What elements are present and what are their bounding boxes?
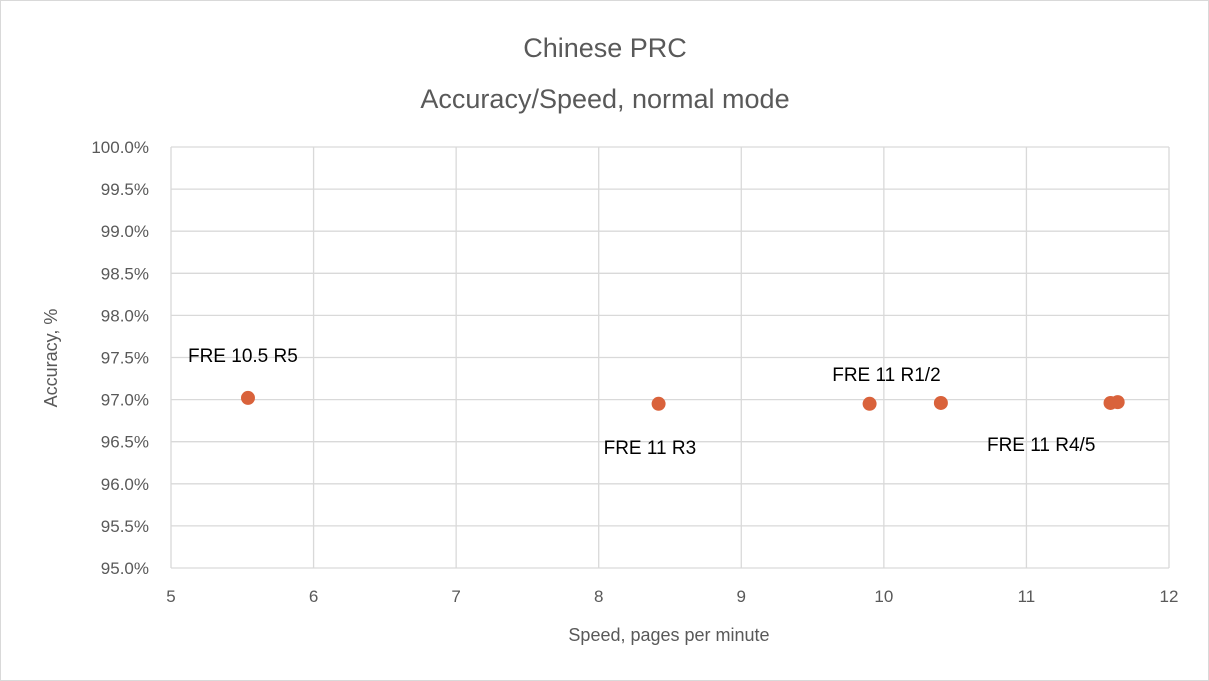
grid-lines [170, 146, 1170, 569]
x-tick-label: 12 [1160, 587, 1179, 606]
point-annotation: FRE 10.5 R5 [188, 346, 298, 367]
data-point [862, 396, 877, 411]
point-annotation: FRE 11 R4/5 [987, 435, 1095, 456]
x-tick-label: 7 [451, 587, 460, 606]
y-tick-label: 99.5% [101, 180, 149, 199]
chart-title: Chinese PRC [523, 33, 687, 63]
point-annotation: FRE 11 R3 [604, 438, 697, 459]
point-annotation: FRE 11 R1/2 [832, 365, 940, 386]
x-tick-label: 8 [594, 587, 603, 606]
y-tick-label: 95.5% [101, 517, 149, 536]
y-tick-label: 96.0% [101, 475, 149, 494]
y-axis-title: Accuracy, % [41, 309, 61, 408]
y-tick-label: 97.5% [101, 349, 149, 368]
x-tick-label: 6 [309, 587, 318, 606]
x-tick-label: 9 [737, 587, 746, 606]
x-axis-ticks: 5 6 7 8 9 10 11 12 [166, 587, 1178, 606]
data-points [240, 390, 1125, 411]
data-point [933, 395, 948, 410]
y-tick-label: 95.0% [101, 559, 149, 578]
y-axis-ticks: 95.0% 95.5% 96.0% 96.5% 97.0% 97.5% 98.0% 98.5%… [91, 138, 149, 578]
data-point [651, 396, 666, 411]
y-tick-label: 98.0% [101, 306, 149, 325]
data-point [1110, 395, 1125, 410]
x-tick-label: 11 [1018, 587, 1036, 606]
y-tick-label: 96.5% [101, 433, 149, 452]
x-tick-label: 5 [166, 587, 175, 606]
y-tick-label: 97.0% [101, 391, 149, 410]
y-tick-label: 100.0% [91, 138, 149, 157]
chart-subtitle: Accuracy/Speed, normal mode [420, 84, 789, 114]
data-point [240, 390, 255, 405]
y-tick-label: 99.0% [101, 222, 149, 241]
y-tick-label: 98.5% [101, 264, 149, 283]
point-annotations: FRE 10.5 R5 FRE 11 R3 FRE 11 R1/2 FRE 11 R4… [188, 346, 1095, 459]
x-tick-label: 10 [874, 587, 893, 606]
x-axis-title: Speed, pages per minute [568, 625, 769, 645]
